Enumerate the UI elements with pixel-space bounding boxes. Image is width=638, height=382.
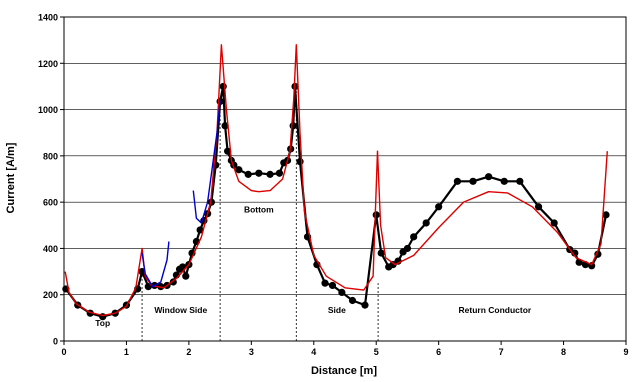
y-tick-label: 1400: [38, 13, 58, 23]
data-point: [422, 219, 430, 227]
y-tick-label: 600: [43, 198, 58, 208]
data-point: [410, 233, 418, 241]
y-tick-label: 800: [43, 151, 58, 161]
data-point: [266, 170, 274, 178]
plot-frame: [63, 16, 627, 342]
series-line-3: [192, 100, 221, 224]
data-point: [296, 158, 304, 166]
x-tick-label: 7: [499, 347, 504, 357]
data-point: [377, 249, 385, 257]
data-point: [361, 301, 369, 309]
x-tick-label: 1: [124, 347, 129, 357]
data-point: [221, 122, 229, 130]
data-point: [372, 211, 380, 219]
x-tick-label: 6: [436, 347, 441, 357]
data-point: [550, 219, 558, 227]
section-label: Top: [95, 318, 110, 328]
x-tick-label: 8: [561, 347, 566, 357]
data-point: [516, 177, 524, 185]
data-point: [571, 249, 579, 257]
data-point: [500, 177, 508, 185]
section-label: Side: [328, 305, 346, 315]
axes: 0 200 400 600 800 1000 1200 1400 0 1 2 3 4 5 6 7 8 9: [38, 13, 629, 358]
data-point: [196, 226, 204, 234]
x-tick-label: 9: [623, 347, 628, 357]
section-label: Return Conductor: [459, 305, 532, 315]
data-point: [182, 272, 190, 280]
data-point: [485, 173, 493, 181]
y-tick-label: 1000: [38, 105, 58, 115]
series-line-2: [141, 241, 170, 288]
data-point: [255, 169, 263, 177]
data-point: [275, 169, 284, 177]
data-point: [469, 177, 477, 185]
section-boundaries: [141, 86, 379, 341]
y-tick-label: 400: [43, 244, 58, 254]
x-tick-label: 2: [186, 347, 191, 357]
data-point: [389, 261, 397, 269]
section-label: Window Side: [154, 305, 207, 315]
x-tick-label: 0: [61, 347, 66, 357]
data-point: [235, 166, 243, 174]
data-point: [435, 203, 443, 211]
data-point: [144, 283, 152, 291]
data-point: [534, 203, 543, 211]
section-labels: Top Window Side Bottom Side Return Conductor: [95, 205, 532, 328]
data-point: [321, 279, 329, 287]
x-tick-label: 3: [249, 347, 254, 357]
y-tick-label: 1200: [38, 59, 58, 69]
section-label: Bottom: [244, 205, 274, 215]
data-point: [244, 170, 252, 178]
data-point: [602, 211, 610, 219]
data-point: [338, 288, 346, 296]
data-point: [453, 177, 461, 185]
data-point: [348, 296, 357, 305]
data-point: [224, 147, 232, 155]
y-tick-label: 0: [53, 337, 58, 347]
y-axis-title: Current [A/m]: [5, 142, 17, 213]
data-point: [403, 244, 412, 253]
data-point: [219, 82, 227, 91]
x-axis-title: Distance [m]: [311, 365, 377, 377]
x-tick-label: 4: [311, 347, 316, 357]
data-point: [328, 281, 337, 290]
gridlines: [64, 16, 626, 296]
y-tick-label: 200: [43, 290, 58, 300]
series-group: [62, 44, 610, 321]
data-point: [289, 122, 297, 130]
x-tick-label: 5: [374, 347, 379, 357]
